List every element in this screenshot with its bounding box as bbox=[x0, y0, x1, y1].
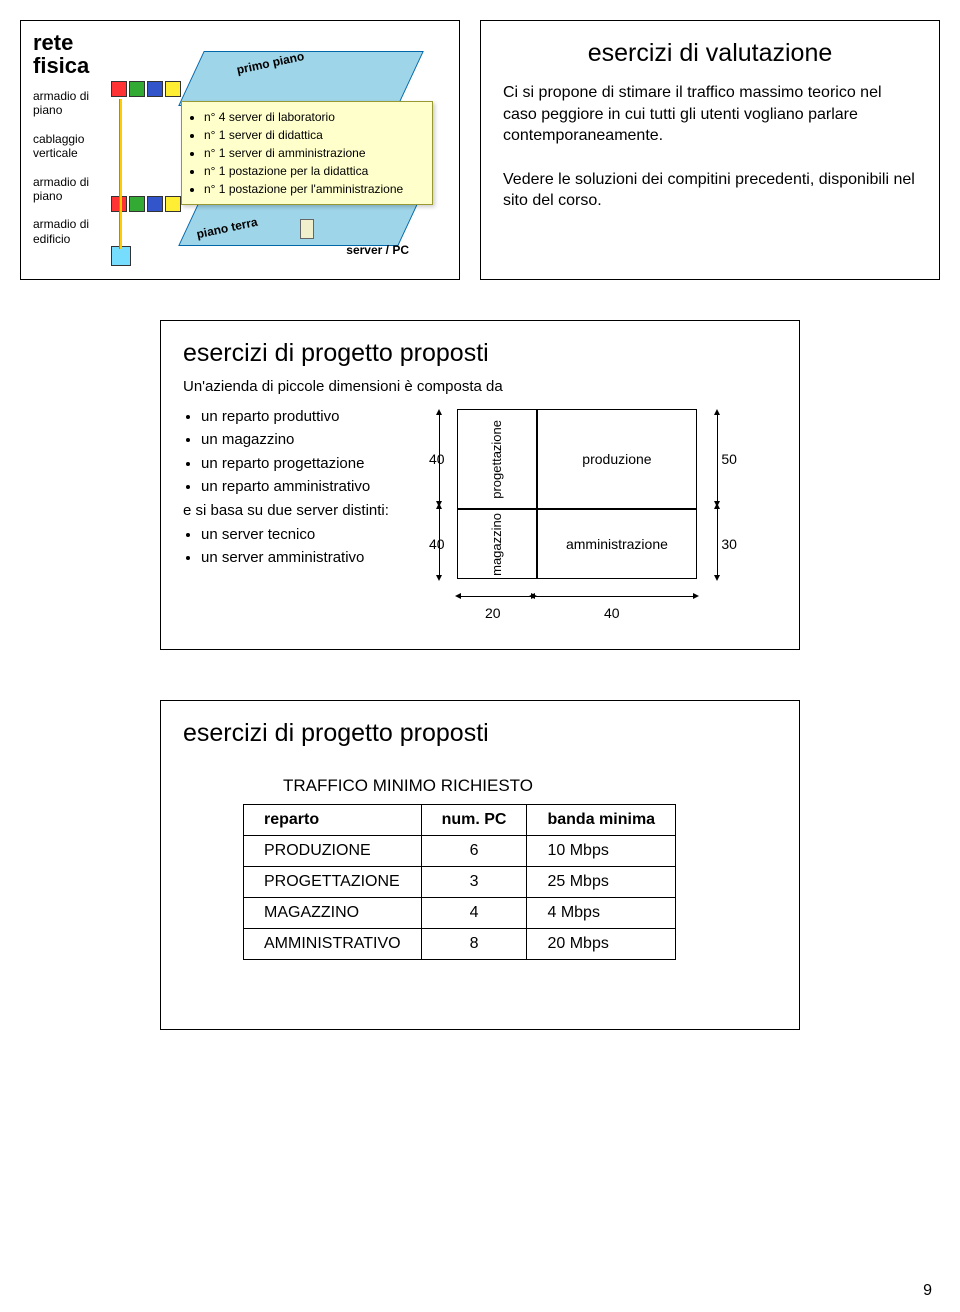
floorplan: 40 40 50 30 20 40 progettazione magazzin… bbox=[429, 401, 759, 641]
r3c0: AMMINISTRATIVO bbox=[244, 929, 422, 960]
room-amministrazione: amministrazione bbox=[537, 509, 697, 579]
callout-box: n° 4 server di laboratorio n° 1 server d… bbox=[181, 101, 433, 205]
r2c2: 4 Mbps bbox=[527, 898, 676, 929]
db-1: 40 bbox=[604, 605, 620, 621]
dl-0: 40 bbox=[429, 451, 445, 467]
th-2: banda minima bbox=[527, 805, 676, 836]
lbl-2: armadio di piano bbox=[33, 175, 89, 204]
b1-2: un reparto progettazione bbox=[201, 452, 389, 475]
r2c0: MAGAZZINO bbox=[244, 898, 422, 929]
co-3: n° 1 postazione per la didattica bbox=[204, 162, 424, 180]
dl-1: 40 bbox=[429, 536, 445, 552]
room-produzione: produzione bbox=[537, 409, 697, 509]
title-l1: rete bbox=[33, 30, 73, 55]
dr-0: 50 bbox=[721, 451, 737, 467]
co-1: n° 1 server di didattica bbox=[204, 126, 424, 144]
slide-progetto-1: esercizi di progetto proposti Un'azienda… bbox=[160, 320, 800, 650]
room-progettazione: progettazione bbox=[457, 409, 537, 509]
lbl-1: cablaggio verticale bbox=[33, 132, 89, 161]
dim-left-line bbox=[439, 411, 440, 579]
server-icon bbox=[300, 219, 314, 239]
left-labels: armadio di piano cablaggio verticale arm… bbox=[33, 89, 89, 260]
slide3-title: esercizi di progetto proposti bbox=[183, 339, 777, 368]
table-row: PRODUZIONE 6 10 Mbps bbox=[244, 836, 676, 867]
r0c2: 10 Mbps bbox=[527, 836, 676, 867]
co-4: n° 1 postazione per l'amministrazione bbox=[204, 180, 424, 198]
rack-bot bbox=[111, 246, 133, 268]
slide3-left: un reparto produttivo un magazzino un re… bbox=[183, 401, 389, 641]
r0c1: 6 bbox=[421, 836, 527, 867]
table-row: AMMINISTRATIVO 8 20 Mbps bbox=[244, 929, 676, 960]
page-number: 9 bbox=[923, 1282, 932, 1300]
title-l2: fisica bbox=[33, 53, 89, 78]
slide2-title: esercizi di valutazione bbox=[503, 39, 917, 68]
lbl-3: armadio di edificio bbox=[33, 217, 89, 246]
r3c1: 8 bbox=[421, 929, 527, 960]
co-2: n° 1 server di amministrazione bbox=[204, 144, 424, 162]
fp-grid: progettazione magazzino produzione ammin… bbox=[457, 409, 697, 579]
b1-3: un reparto amministrativo bbox=[201, 475, 389, 498]
r2c1: 4 bbox=[421, 898, 527, 929]
r1c2: 25 Mbps bbox=[527, 867, 676, 898]
table-header-row: reparto num. PC banda minima bbox=[244, 805, 676, 836]
r0c0: PRODUZIONE bbox=[244, 836, 422, 867]
rack-top bbox=[111, 81, 183, 99]
th-0: reparto bbox=[244, 805, 422, 836]
r3c2: 20 Mbps bbox=[527, 929, 676, 960]
dim-bot-line bbox=[457, 596, 697, 597]
slide2-p2: Vedere le soluzioni dei compitini preced… bbox=[503, 169, 917, 212]
dim-right-line bbox=[717, 411, 718, 579]
slide-rete-fisica: rete fisica armadio di piano cablaggio v… bbox=[20, 20, 460, 280]
slide3-sub: e si basa su due server distinti: bbox=[183, 502, 389, 519]
diagram-area: primo piano piano terra bbox=[111, 51, 449, 269]
room-magazzino: magazzino bbox=[457, 509, 537, 579]
r1c1: 3 bbox=[421, 867, 527, 898]
slide2-p1: Ci si propone di stimare il traffico mas… bbox=[503, 82, 917, 147]
slide-esercizi-valutazione: esercizi di valutazione Ci si propone di… bbox=[480, 20, 940, 280]
lbl-0: armadio di piano bbox=[33, 89, 89, 118]
dr-1: 30 bbox=[721, 536, 737, 552]
b1-0: un reparto produttivo bbox=[201, 405, 389, 428]
slide4-caption: TRAFFICO MINIMO RICHIESTO bbox=[283, 776, 777, 796]
server-pc-label: server / PC bbox=[346, 243, 409, 257]
r1c0: PROGETTAZIONE bbox=[244, 867, 422, 898]
slide-progetto-2: esercizi di progetto proposti TRAFFICO M… bbox=[160, 700, 800, 1030]
table-row: PROGETTAZIONE 3 25 Mbps bbox=[244, 867, 676, 898]
slide4-title: esercizi di progetto proposti bbox=[183, 719, 777, 748]
b1-1: un magazzino bbox=[201, 428, 389, 451]
co-0: n° 4 server di laboratorio bbox=[204, 108, 424, 126]
vertical-cable bbox=[119, 99, 122, 249]
b2-1: un server amministrativo bbox=[201, 546, 389, 569]
th-1: num. PC bbox=[421, 805, 527, 836]
b2-0: un server tecnico bbox=[201, 523, 389, 546]
traffic-table: reparto num. PC banda minima PRODUZIONE … bbox=[243, 804, 676, 960]
slide3-intro: Un'azienda di piccole dimensioni è compo… bbox=[183, 378, 777, 395]
db-0: 20 bbox=[485, 605, 501, 621]
table-row: MAGAZZINO 4 4 Mbps bbox=[244, 898, 676, 929]
